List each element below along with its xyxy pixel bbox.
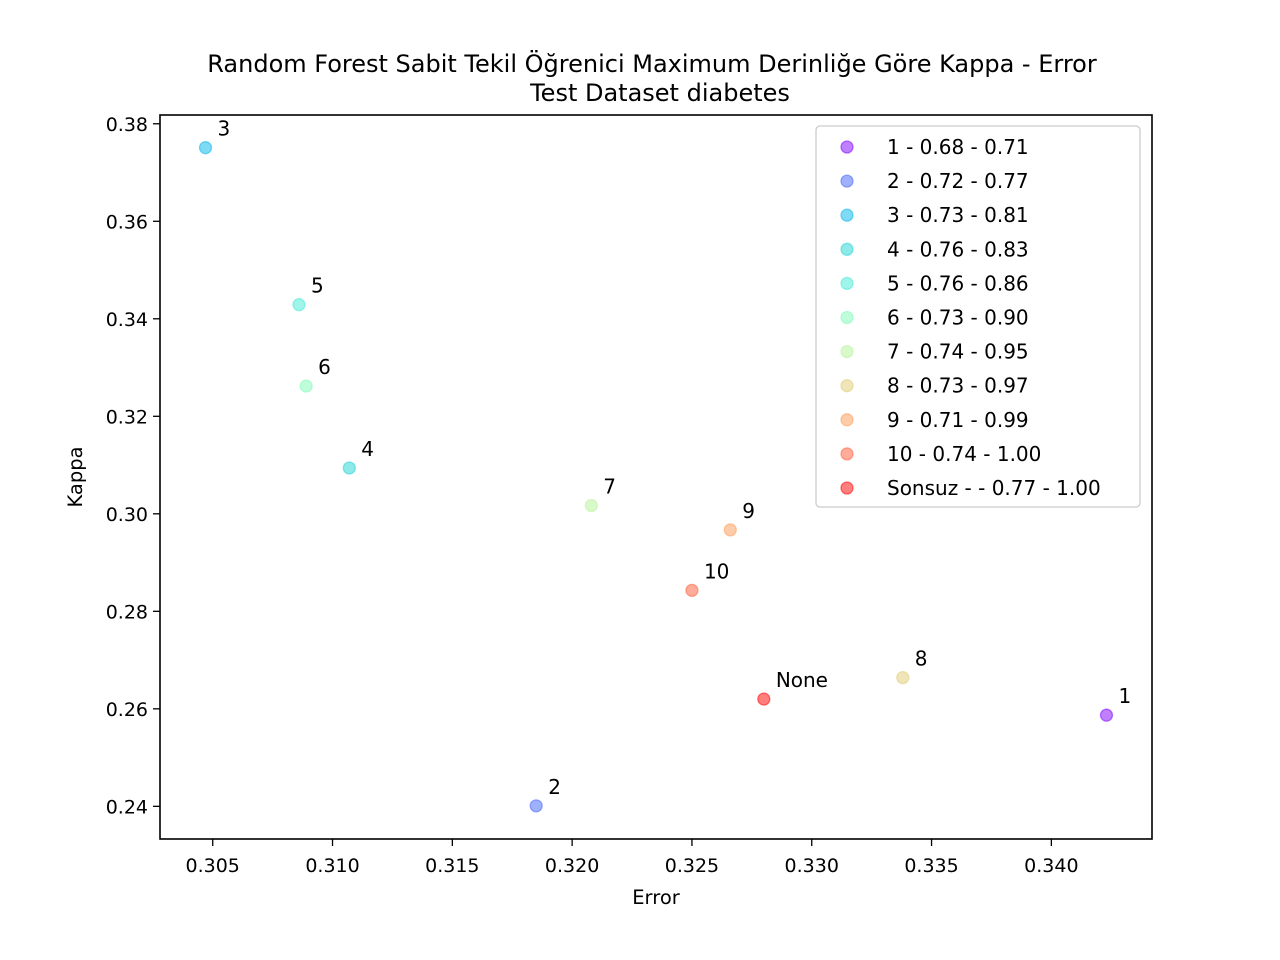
scatter-point <box>757 692 771 706</box>
point-annotation: 10 <box>704 559 729 583</box>
y-tick-label: 0.36 <box>106 211 148 233</box>
chart-title: Random Forest Sabit Tekil Öğrenici Maxim… <box>207 49 1097 78</box>
chart-subtitle: Test Dataset diabetes <box>529 79 790 107</box>
scatter-point <box>299 379 313 393</box>
plot-frame <box>159 114 1153 840</box>
legend-label: 3 - 0.73 - 0.81 <box>887 203 1029 227</box>
legend-label: Sonsuz - - 0.77 - 1.00 <box>887 476 1101 500</box>
legend-label: 10 - 0.74 - 1.00 <box>887 442 1041 466</box>
x-axis-label: Error <box>632 886 681 909</box>
legend-marker <box>840 379 854 393</box>
x-tick-label: 0.325 <box>665 855 719 877</box>
point-annotation: 2 <box>548 775 561 799</box>
y-tick-label: 0.32 <box>106 406 148 428</box>
point-annotation: 4 <box>361 437 374 461</box>
y-tick-label: 0.26 <box>106 699 148 721</box>
scatter-point <box>723 523 737 537</box>
x-axis: 0.305 0.310 0.315 0.320 0.325 0.330 0.335 0.340 <box>186 839 1079 877</box>
legend-marker <box>840 481 854 495</box>
plot-area: 1 2 3 4 5 6 7 8 9 10 None <box>159 114 1153 840</box>
legend-label: 7 - 0.74 - 0.95 <box>887 340 1029 364</box>
x-tick-label: 0.320 <box>545 855 599 877</box>
point-annotation: None <box>776 668 828 692</box>
legend-marker <box>840 344 854 359</box>
legend-marker <box>840 242 854 256</box>
scatter-point <box>529 799 543 813</box>
x-tick-label: 0.330 <box>785 855 839 877</box>
x-tick-label: 0.340 <box>1024 855 1078 877</box>
legend-label: 5 - 0.76 - 0.86 <box>887 271 1029 295</box>
scatter-point <box>1099 708 1114 722</box>
y-axis: 0.24 0.26 0.28 0.30 0.32 0.34 0.36 0.38 <box>106 114 160 818</box>
legend-marker <box>840 413 854 427</box>
x-tick-label: 0.335 <box>904 855 958 877</box>
y-tick-label: 0.28 <box>106 601 148 623</box>
scatter-point <box>342 461 356 475</box>
scatter-point <box>685 583 699 598</box>
legend-marker <box>840 174 854 188</box>
scatter-point <box>198 141 213 155</box>
legend-marker <box>840 310 854 325</box>
point-annotation: 9 <box>742 499 755 523</box>
legend-items: 1 - 0.68 - 0.71 2 - 0.72 - 0.77 3 - 0.73 -… <box>840 135 1101 500</box>
legend-label: 1 - 0.68 - 0.71 <box>887 135 1029 159</box>
point-annotation: 7 <box>603 475 616 499</box>
legend-marker <box>840 140 854 154</box>
point-annotation: 1 <box>1118 684 1131 708</box>
legend-marker <box>840 447 854 461</box>
scatter-point <box>292 298 306 312</box>
y-tick-label: 0.38 <box>106 114 148 136</box>
y-axis-label: Kappa <box>64 446 87 507</box>
annotations-layer: 1 2 3 4 5 6 7 8 9 10 None <box>218 117 1132 799</box>
y-tick-label: 0.24 <box>106 796 148 818</box>
point-annotation: 5 <box>311 274 324 298</box>
point-annotation: 3 <box>218 117 231 141</box>
legend-label: 4 - 0.76 - 0.83 <box>887 237 1029 261</box>
y-tick-label: 0.30 <box>106 504 148 526</box>
x-tick-label: 0.310 <box>305 855 359 877</box>
point-annotation: 6 <box>318 355 331 379</box>
legend-marker <box>840 208 854 222</box>
y-tick-label: 0.34 <box>106 309 148 331</box>
legend-marker <box>840 276 854 291</box>
scatter-point <box>896 670 910 685</box>
scatter-point <box>584 498 598 513</box>
legend-label: 6 - 0.73 - 0.90 <box>887 306 1029 330</box>
point-annotation: 8 <box>915 647 928 671</box>
legend-label: 9 - 0.71 - 0.99 <box>887 408 1029 432</box>
x-tick-label: 0.315 <box>425 855 479 877</box>
points-layer <box>198 141 1114 813</box>
legend: 1 - 0.68 - 0.71 2 - 0.72 - 0.77 3 - 0.73 -… <box>815 125 1141 508</box>
legend-frame <box>815 125 1141 508</box>
x-tick-label: 0.305 <box>186 855 240 877</box>
legend-label: 2 - 0.72 - 0.77 <box>887 169 1029 193</box>
legend-label: 8 - 0.73 - 0.97 <box>887 374 1029 398</box>
